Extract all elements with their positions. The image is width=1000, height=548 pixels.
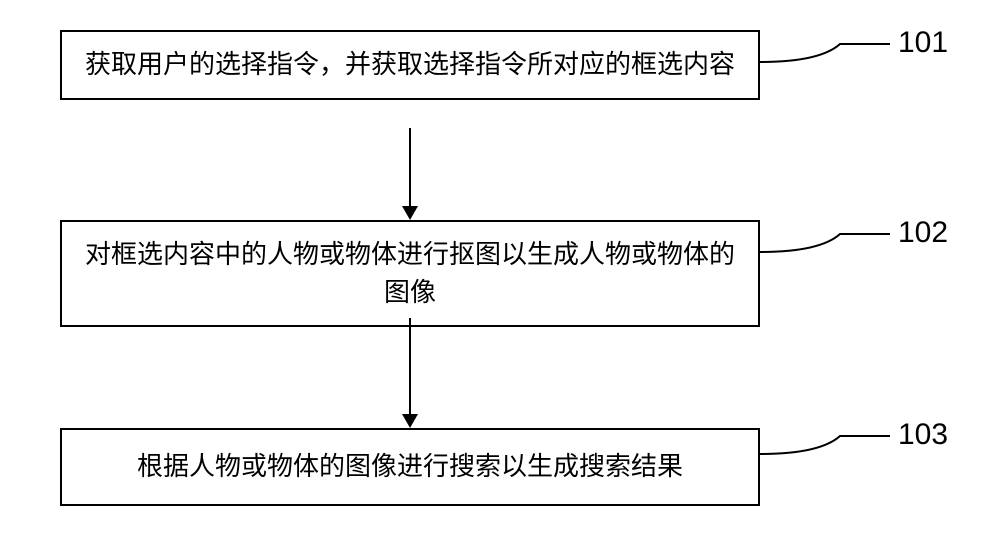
callout-line-101 xyxy=(760,38,900,78)
callout-line-103 xyxy=(760,430,900,470)
step-box-102: 对框选内容中的人物或物体进行抠图以生成人物或物体的图像 xyxy=(60,220,760,327)
step-text: 根据人物或物体的图像进行搜索以生成搜索结果 xyxy=(137,451,683,481)
callout-line-102 xyxy=(760,228,900,268)
step-label-101: 101 xyxy=(898,26,948,60)
step-box-101: 获取用户的选择指令，并获取选择指令所对应的框选内容 xyxy=(60,30,760,100)
arrow-2 xyxy=(402,414,418,428)
connector-1 xyxy=(409,128,411,206)
step-box-103: 根据人物或物体的图像进行搜索以生成搜索结果 xyxy=(60,428,760,506)
step-label-102: 102 xyxy=(898,216,948,250)
connector-2 xyxy=(409,318,411,414)
step-label-103: 103 xyxy=(898,418,948,452)
arrow-1 xyxy=(402,206,418,220)
step-text: 获取用户的选择指令，并获取选择指令所对应的框选内容 xyxy=(85,49,735,79)
step-text: 对框选内容中的人物或物体进行抠图以生成人物或物体的图像 xyxy=(85,239,735,307)
